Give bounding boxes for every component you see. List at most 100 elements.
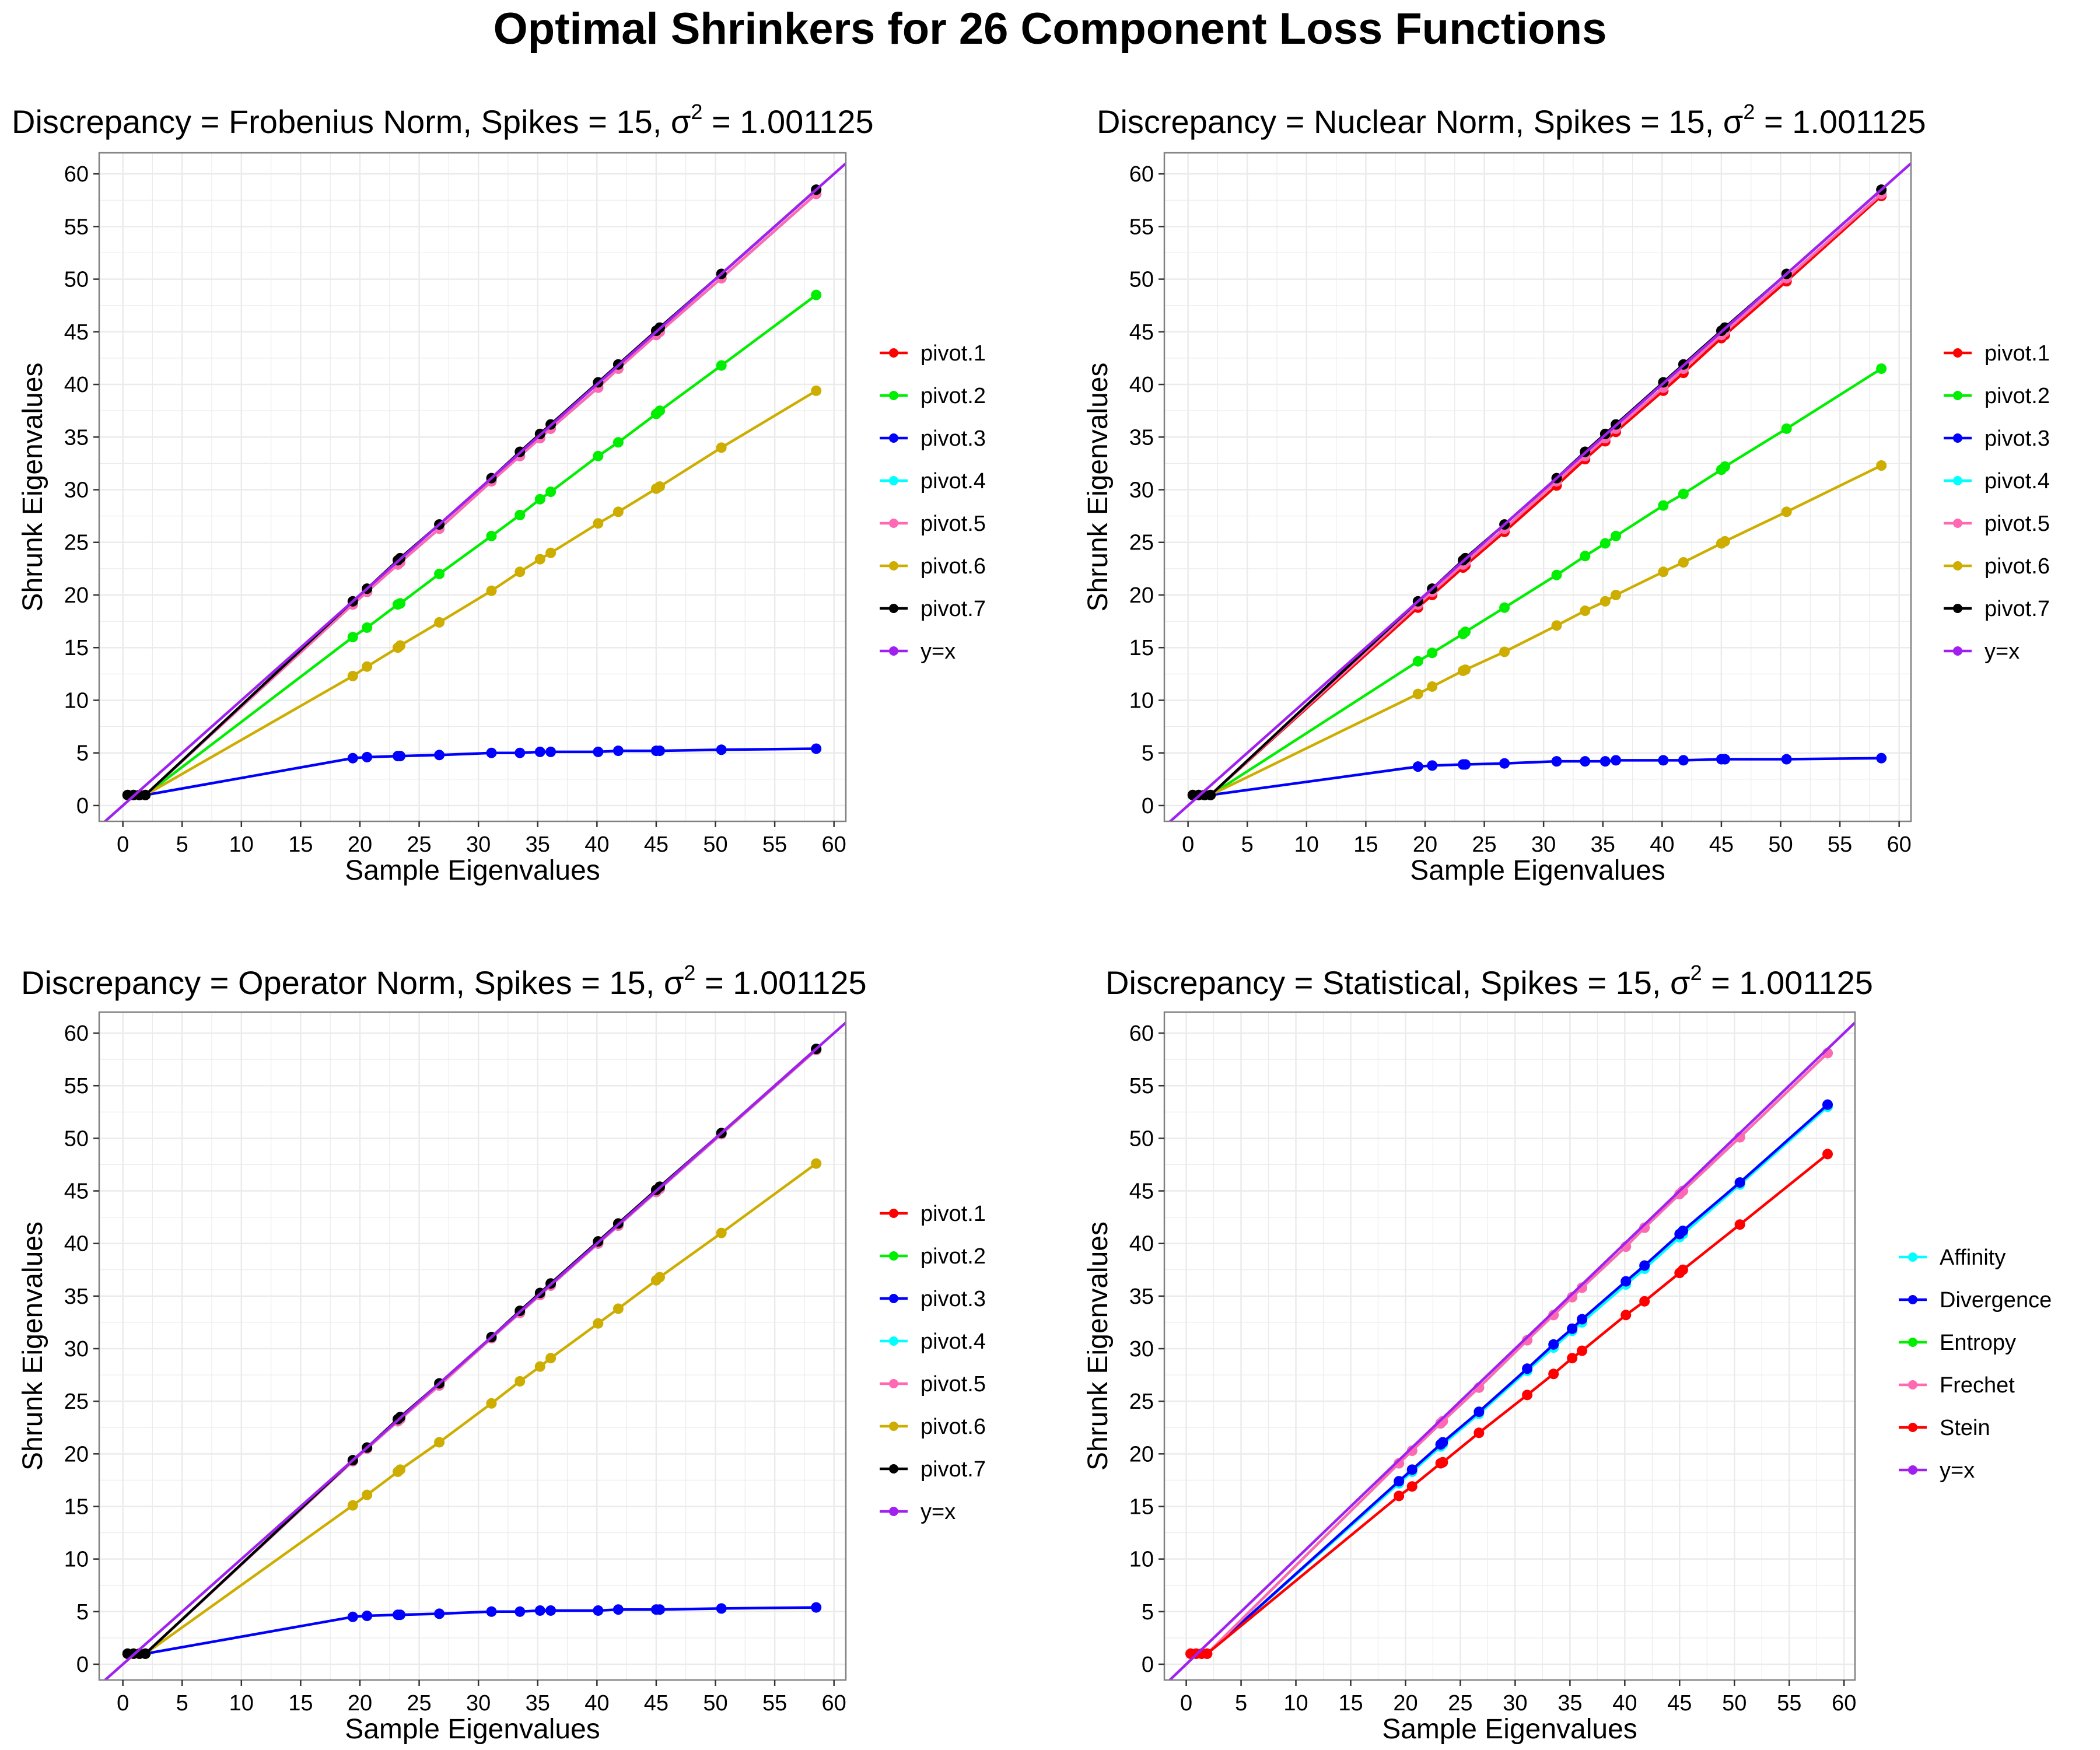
data-point-pivot.3 xyxy=(612,746,624,757)
y-tick-label: 55 xyxy=(1129,1074,1154,1098)
x-tick-label: 15 xyxy=(288,832,313,857)
data-point-pivot.3 xyxy=(347,1611,358,1622)
y-tick-label: 15 xyxy=(64,1494,89,1519)
legend-item-label: Affinity xyxy=(1940,1245,2006,1270)
data-point-Divergence xyxy=(1406,1464,1418,1475)
legend-item-label: pivot.1 xyxy=(1985,341,2050,366)
data-point-Divergence xyxy=(1437,1437,1448,1448)
y-tick-label: 40 xyxy=(1129,1232,1154,1256)
x-tick-label: 10 xyxy=(229,832,254,857)
y-axis-label: Shrunk Eigenvalues xyxy=(18,363,48,612)
legend-key-point xyxy=(889,476,898,485)
grid-lines xyxy=(1164,153,1911,821)
main-title: Optimal Shrinkers for 26 Component Loss … xyxy=(493,4,1607,54)
panel-title: Discrepancy = Operator Norm, Spikes = 15… xyxy=(21,961,867,1001)
legend-item-label: pivot.4 xyxy=(1985,469,2050,494)
x-tick-label: 10 xyxy=(229,1691,254,1716)
data-point-pivot.2 xyxy=(1460,626,1471,638)
x-tick-label: 5 xyxy=(176,832,188,857)
y-tick-label: 50 xyxy=(1129,1126,1154,1151)
data-point-pivot.2 xyxy=(593,450,604,461)
x-tick-label: 0 xyxy=(1180,1691,1192,1716)
data-point-pivot.6 xyxy=(654,1272,666,1283)
x-tick-label: 35 xyxy=(1558,1691,1582,1716)
data-point-pivot.2 xyxy=(811,289,822,300)
legend-item-label: Divergence xyxy=(1940,1288,2052,1312)
data-point-Divergence xyxy=(1639,1260,1650,1271)
legend-key-point xyxy=(889,1251,898,1261)
title-spikes-label: , Spikes = xyxy=(1515,103,1668,140)
data-point-pivot.2 xyxy=(486,530,497,541)
data-point-pivot.2 xyxy=(1551,569,1562,580)
data-point-pivot.2 xyxy=(1658,500,1669,511)
legend-key-point xyxy=(1908,1252,1917,1262)
legend-key-point xyxy=(889,1379,898,1388)
y-tick-label: 5 xyxy=(1142,1600,1154,1625)
data-point-Divergence xyxy=(1548,1339,1559,1350)
y-tick-label: 55 xyxy=(64,215,89,239)
y-tick-label: 60 xyxy=(64,162,89,187)
reference-line-y-equals-x xyxy=(103,162,846,821)
data-point-pivot.6 xyxy=(1460,664,1471,676)
x-tick-label: 40 xyxy=(584,1691,609,1716)
chart-panel-2: 0 5 10 15 20 25 30 35 40 45 50 55 60 0 5 10 15 20 25 30 35 40… xyxy=(1083,100,2050,886)
title-prefix: Discrepancy xyxy=(21,964,201,1001)
title-spikes-label: , Spikes = xyxy=(1462,964,1616,1001)
x-tick-label: 45 xyxy=(644,832,668,857)
y-tick-label: 45 xyxy=(1129,320,1154,345)
data-point-pivot.2 xyxy=(395,598,406,609)
legend-item-label: pivot.5 xyxy=(1985,512,2050,536)
legend-key-point xyxy=(1953,604,1962,613)
x-tick-label: 10 xyxy=(1283,1691,1308,1716)
plot-data xyxy=(1168,1021,1855,1680)
data-point-pivot.6 xyxy=(514,1376,526,1387)
data-point-pivot.6 xyxy=(1600,596,1611,607)
data-point-Divergence xyxy=(1567,1323,1578,1334)
y-tick-label: 35 xyxy=(64,425,89,450)
data-point-pivot.2 xyxy=(1876,363,1887,374)
x-tick-label: 35 xyxy=(526,1691,550,1716)
panel-title: Discrepancy = Statistical, Spikes = 15, … xyxy=(1105,961,1873,1001)
legend-item-label: pivot.3 xyxy=(921,426,986,451)
y-tick-label: 0 xyxy=(76,794,89,818)
x-tick-label: 45 xyxy=(1667,1691,1692,1716)
legend-key-point xyxy=(1908,1380,1917,1390)
x-tick-label: 0 xyxy=(117,1691,129,1716)
legend-item-label: pivot.6 xyxy=(921,1415,986,1439)
legend-key-point xyxy=(1953,433,1962,443)
data-point-Stein xyxy=(1822,1149,1833,1160)
legend-key-point xyxy=(1953,646,1962,656)
legend-item-label: y=x xyxy=(1985,639,2020,664)
data-point-pivot.3 xyxy=(534,746,545,757)
x-tick-label: 40 xyxy=(1650,832,1674,857)
data-point-Stein xyxy=(1677,1264,1688,1275)
y-tick-label: 5 xyxy=(76,1600,89,1625)
data-point-Divergence xyxy=(1822,1099,1833,1110)
legend-key-point xyxy=(889,1209,898,1218)
x-tick-label: 5 xyxy=(1235,1691,1247,1716)
data-point-pivot.3 xyxy=(362,751,373,762)
data-point-pivot.3 xyxy=(1876,752,1887,764)
legend-item-label: pivot.7 xyxy=(1985,597,2050,621)
title-sigma-value: 1.001125 xyxy=(740,103,873,140)
data-point-Divergence xyxy=(1620,1276,1632,1287)
x-tick-label: 20 xyxy=(348,832,372,857)
reference-line-y-equals-x xyxy=(103,1021,846,1680)
title-sigma-symbol: , σ xyxy=(1652,964,1690,1001)
data-point-Frechet xyxy=(1577,1282,1588,1293)
legend-key-point xyxy=(889,391,898,400)
title-spikes-value: 15 xyxy=(609,964,645,1001)
data-point-pivot.2 xyxy=(545,487,556,498)
data-point-pivot.6 xyxy=(362,661,373,672)
data-point-pivot.6 xyxy=(1658,566,1669,578)
data-point-pivot.6 xyxy=(362,1489,373,1500)
x-tick-label: 25 xyxy=(407,1691,431,1716)
legend-item-label: pivot.3 xyxy=(921,1287,986,1311)
y-tick-label: 10 xyxy=(64,1548,89,1572)
grid-lines xyxy=(99,153,846,821)
x-tick-label: 30 xyxy=(1531,832,1556,857)
y-tick-label: 25 xyxy=(64,531,89,555)
data-point-Stein xyxy=(1394,1490,1405,1502)
legend: pivot.1 pivot.2 pivot.3 pivot.4 pivot.5 pivot… xyxy=(880,1202,986,1524)
title-eq2: = xyxy=(702,103,740,140)
